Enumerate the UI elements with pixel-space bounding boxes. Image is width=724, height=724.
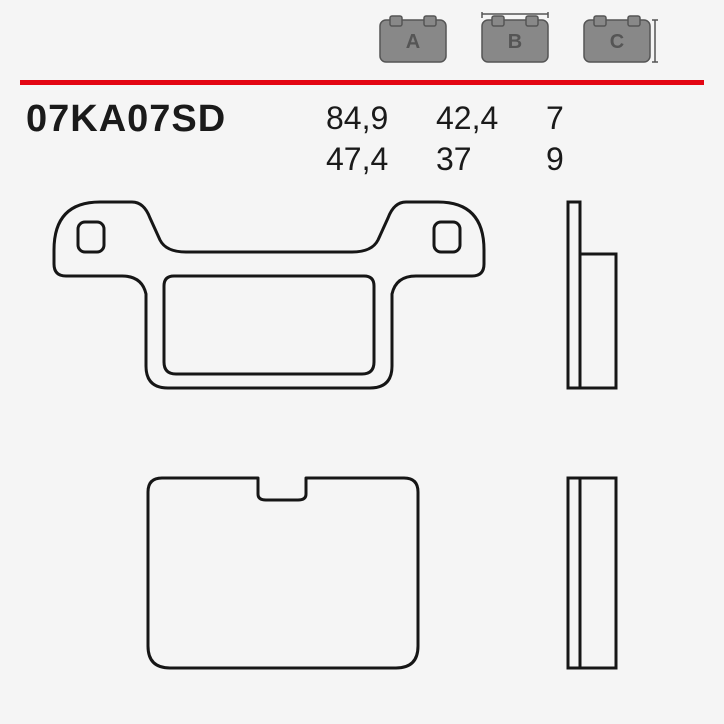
dim-icon-C: C <box>574 12 660 70</box>
dim-icon-A: A <box>370 12 456 70</box>
pad-top-side <box>560 190 640 400</box>
dim-A-row2: 47,4 <box>326 141 436 178</box>
pad-bottom-side <box>560 470 640 680</box>
dim-A-row1: 84,9 <box>326 100 436 137</box>
technical-drawing <box>40 190 680 690</box>
dim-B-row2: 37 <box>436 141 546 178</box>
dim-icon-label: A <box>406 31 420 53</box>
dim-icon-label: B <box>508 31 522 53</box>
part-number: 07KA07SD <box>26 98 226 141</box>
dimension-table: 84,9 42,4 7 47,4 37 9 <box>326 100 616 178</box>
pad-top-front <box>40 190 500 400</box>
dim-C-row1: 7 <box>546 100 616 137</box>
dim-B-row1: 42,4 <box>436 100 546 137</box>
red-divider-bar <box>20 80 704 85</box>
page-root: A B C 07KA07SD 84,9 42,4 7 47,4 37 <box>0 0 724 724</box>
dim-icon-label: C <box>610 31 624 53</box>
dimension-icons-row: A B C <box>370 12 660 70</box>
dim-icon-B: B <box>472 12 558 70</box>
pad-bottom-front <box>140 470 440 680</box>
dim-C-row2: 9 <box>546 141 616 178</box>
